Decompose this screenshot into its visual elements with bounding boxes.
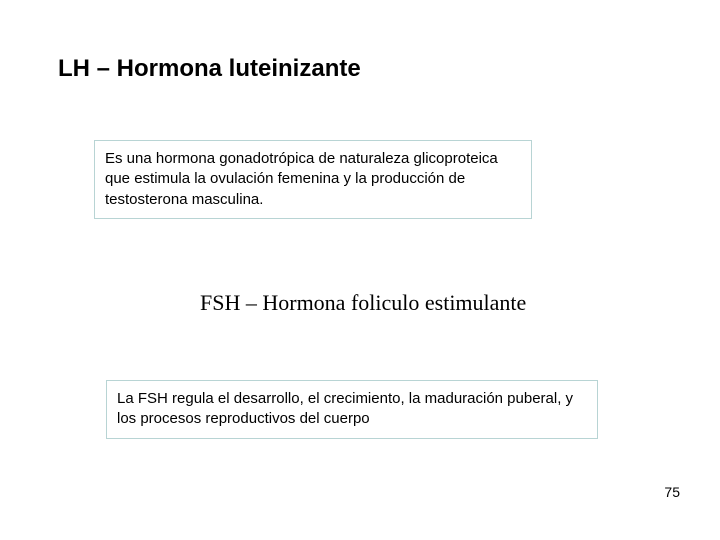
description-box-lh: Es una hormona gonadotrópica de naturale… bbox=[94, 140, 532, 219]
page-number: 75 bbox=[664, 484, 680, 500]
description-box-fsh: La FSH regula el desarrollo, el crecimie… bbox=[106, 380, 598, 439]
slide-title: LH – Hormona luteinizante bbox=[58, 55, 361, 83]
slide-subtitle: FSH – Hormona foliculo estimulante bbox=[200, 290, 526, 316]
